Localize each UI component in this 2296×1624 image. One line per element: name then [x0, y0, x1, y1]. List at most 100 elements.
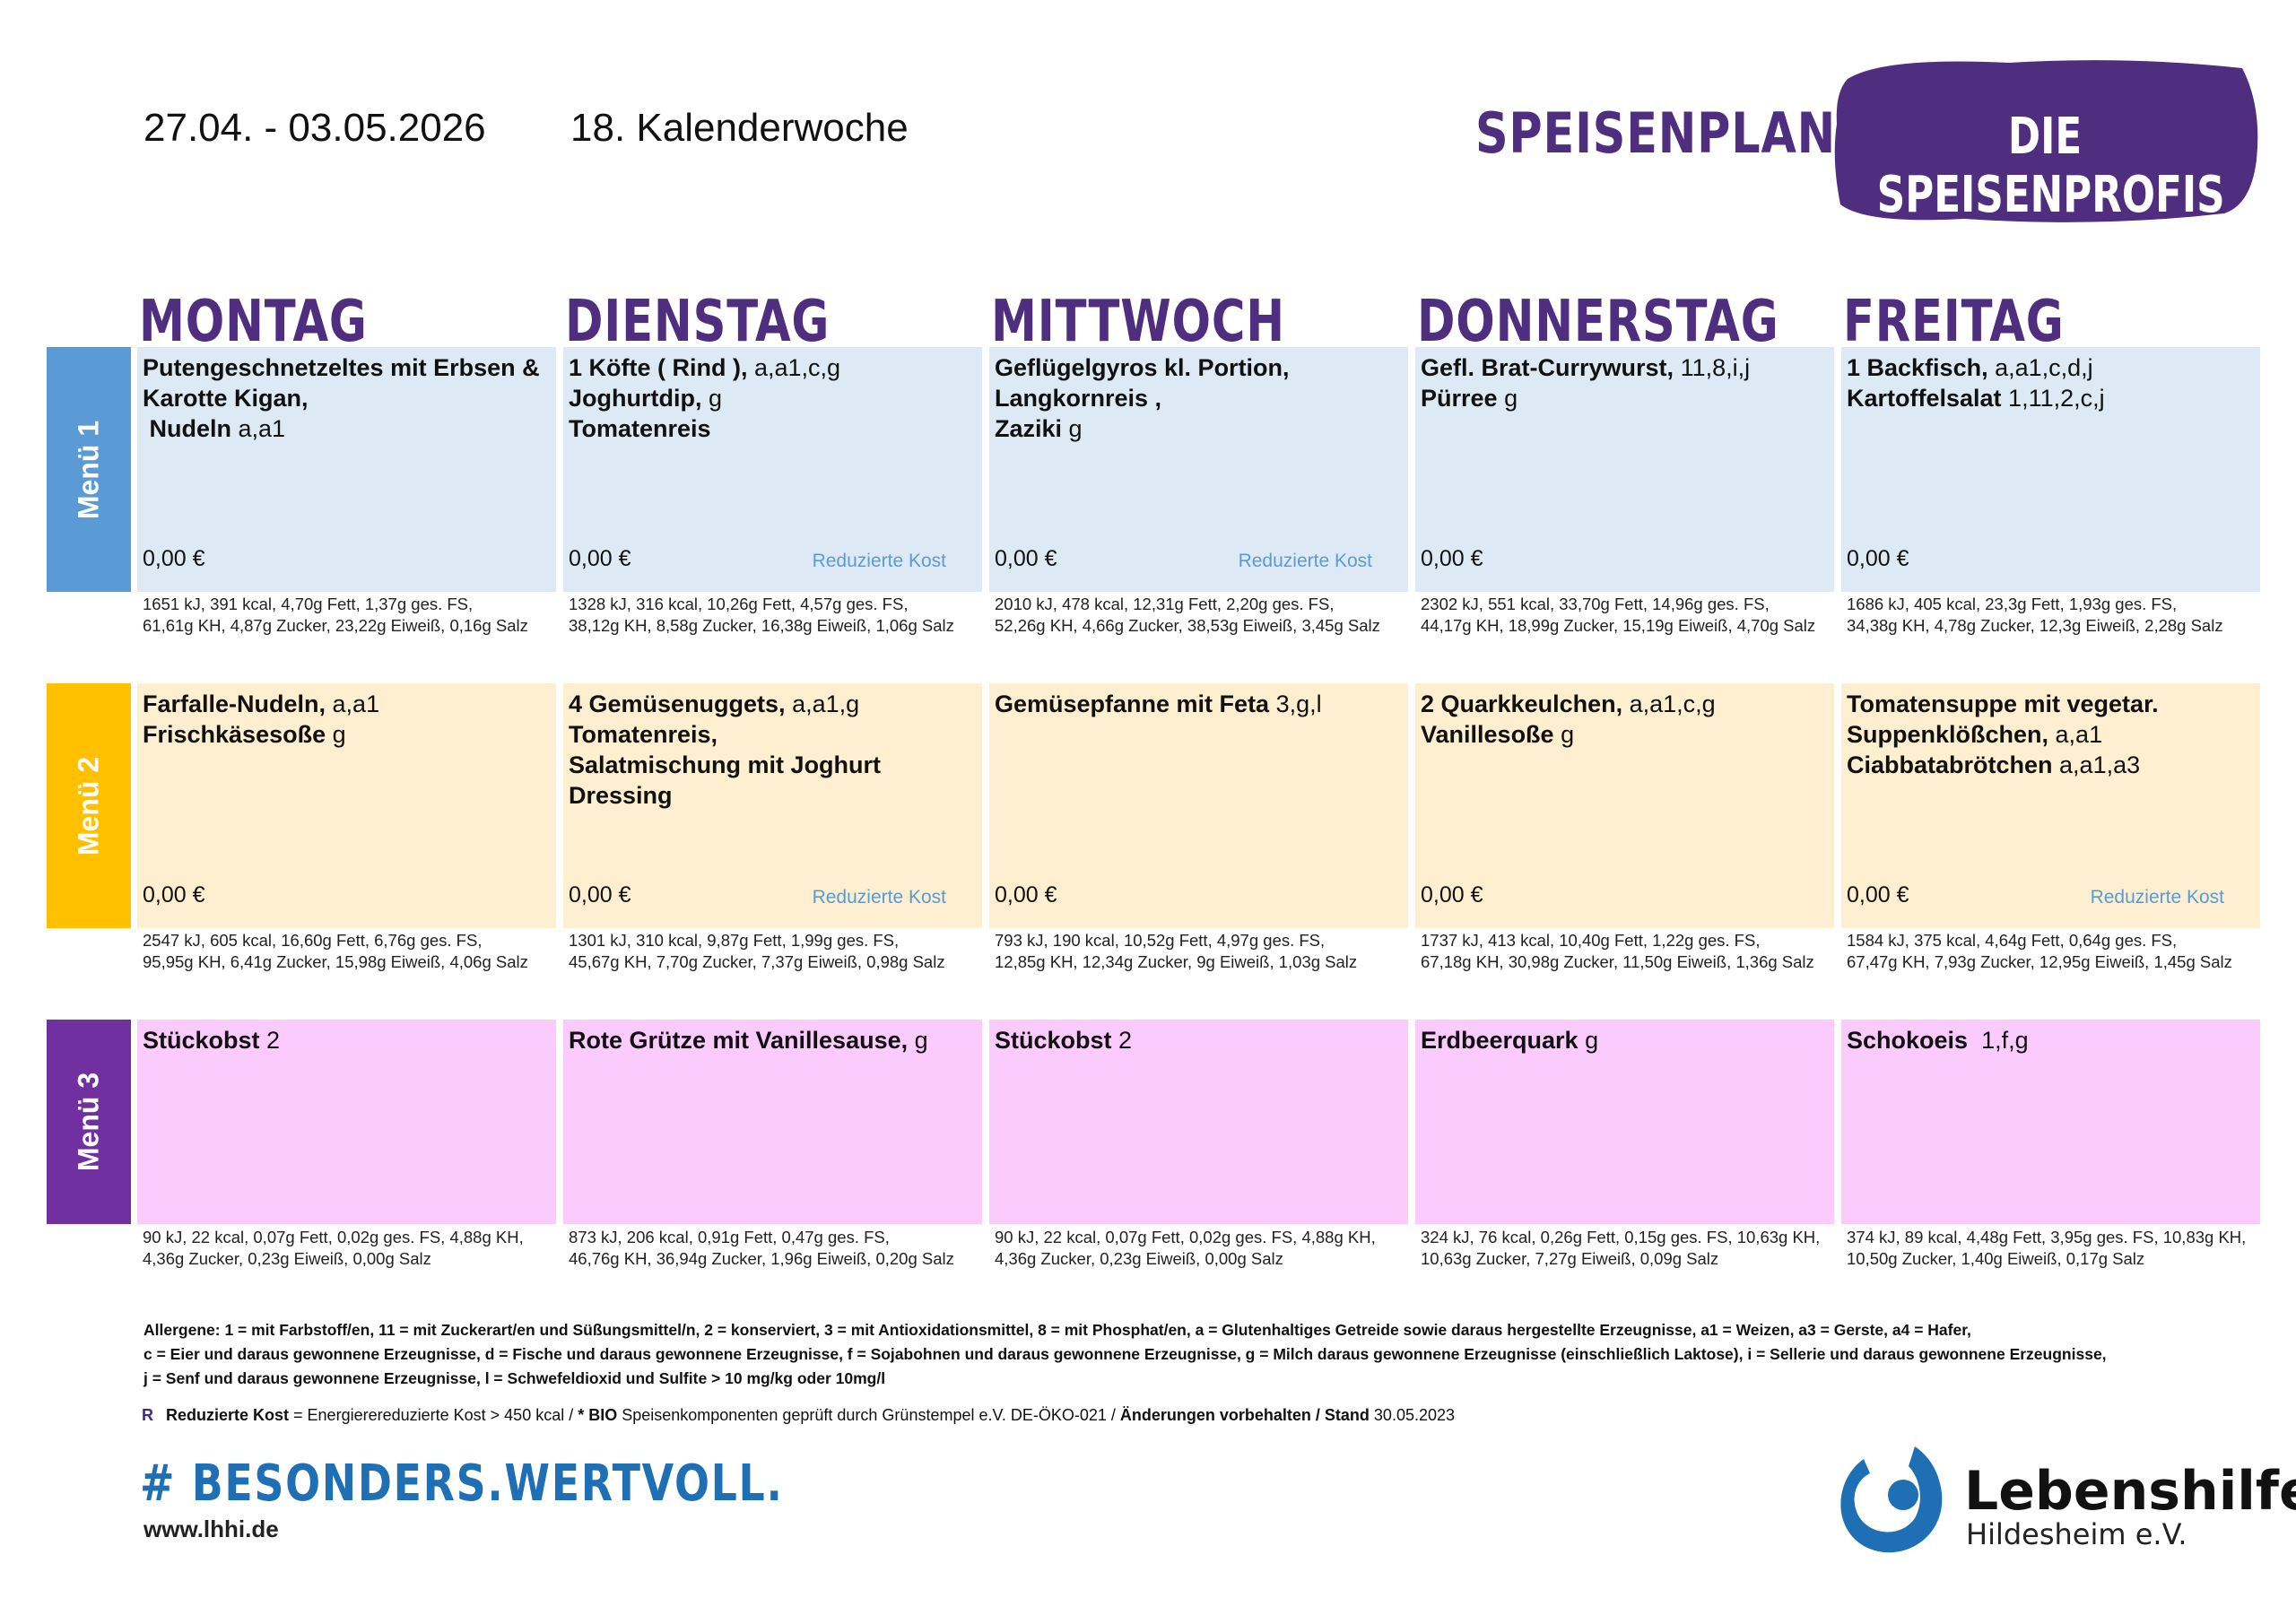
- dish-line: Tomatenreis: [569, 413, 977, 444]
- nutrition-line: 2302 kJ, 551 kcal, 33,70g Fett, 14,96g g…: [1421, 595, 1770, 613]
- dish-name: 2 Quarkkeulchen,: [1421, 690, 1623, 717]
- nutrition-line: 90 kJ, 22 kcal, 0,07g Fett, 0,02g ges. F…: [995, 1228, 1376, 1246]
- allergen-line: Allergene: 1 = mit Farbstoff/en, 11 = mi…: [144, 1321, 1971, 1339]
- nutrition-line: 324 kJ, 76 kcal, 0,26g Fett, 0,15g ges. …: [1421, 1228, 1821, 1246]
- nutrition-info: 2547 kJ, 605 kcal, 16,60g Fett, 6,76g ge…: [137, 930, 559, 973]
- menu-cell[interactable]: Stückobst 2: [989, 1020, 1408, 1224]
- dish-line: Farfalle-Nudeln, a,a1: [143, 689, 551, 719]
- menu-cell[interactable]: Farfalle-Nudeln, a,a1 Frischkäsesoße g 0,0…: [137, 683, 556, 928]
- menu-cell[interactable]: Erdbeerquark g: [1415, 1020, 1834, 1224]
- dish-name: Joghurtdip,: [569, 385, 702, 412]
- menu-cell[interactable]: Stückobst 2: [137, 1020, 556, 1224]
- nutrition-line: 4,36g Zucker, 0,23g Eiweiß, 0,00g Salz: [995, 1249, 1283, 1268]
- menu-cell[interactable]: 4 Gemüsenuggets, a,a1,g Tomatenreis, Salat…: [563, 683, 982, 928]
- dish-line: Putengeschnetzeltes mit Erbsen &: [143, 352, 551, 383]
- nutrition-line: 45,67g KH, 7,70g Zucker, 7,37g Eiweiß, 0…: [569, 952, 945, 971]
- dish-line: Langkornreis ,: [995, 383, 1403, 413]
- dish-name: Kartoffelsalat: [1847, 385, 2002, 412]
- badge-text: DIE SPEISENPROFIS: [1876, 108, 2225, 224]
- nutrition-info: 1651 kJ, 391 kcal, 4,70g Fett, 1,37g ges…: [137, 594, 559, 637]
- allergen-codes: a,a1,c,g: [1622, 690, 1716, 717]
- lebenshilfe-logo: [1830, 1439, 2251, 1560]
- nutrition-info: 873 kJ, 206 kcal, 0,91g Fett, 0,47g ges.…: [563, 1227, 985, 1270]
- menu-cell[interactable]: Tomatensuppe mit vegetar. Suppenklößchen,…: [1841, 683, 2260, 928]
- menu-cell[interactable]: Rote Grütze mit Vanillesause, g: [563, 1020, 982, 1224]
- menu-cell[interactable]: Schokoeis 1,f,g: [1841, 1020, 2260, 1224]
- dish-name: Gefl. Brat-Currywurst,: [1421, 354, 1674, 381]
- dish-name: Nudeln: [143, 415, 232, 442]
- nutrition-line: 95,95g KH, 6,41g Zucker, 15,98g Eiweiß, …: [143, 952, 528, 971]
- price: 0,00 €: [1847, 882, 1909, 908]
- nutrition-info: 1328 kJ, 316 kcal, 10,26g Fett, 4,57g ge…: [563, 594, 985, 637]
- nutrition-info: 2302 kJ, 551 kcal, 33,70g Fett, 14,96g g…: [1415, 594, 1837, 637]
- nutrition-info: 793 kJ, 190 kcal, 10,52g Fett, 4,97g ges…: [989, 930, 1411, 973]
- dish-name: Geflügelgyros kl. Portion,: [995, 354, 1290, 381]
- nutrition-line: 2010 kJ, 478 kcal, 12,31g Fett, 2,20g ge…: [995, 595, 1335, 613]
- nutrition-info: 90 kJ, 22 kcal, 0,07g Fett, 0,02g ges. F…: [989, 1227, 1411, 1270]
- nutrition-line: 4,36g Zucker, 0,23g Eiweiß, 0,00g Salz: [143, 1249, 431, 1268]
- dish-name: 1 Köfte ( Rind ),: [569, 354, 748, 381]
- dish-line: Joghurtdip, g: [569, 383, 977, 413]
- nutrition-line: 44,17g KH, 18,99g Zucker, 15,19g Eiweiß,…: [1421, 616, 1816, 635]
- dish-name: Tomatenreis,: [569, 721, 718, 748]
- allergen-codes: a,a1: [326, 690, 380, 717]
- dish-line: Dressing: [569, 780, 977, 811]
- allergen-codes: a,a1,c,d,j: [1987, 354, 2093, 381]
- dish-name: Tomatensuppe mit vegetar.: [1847, 690, 2159, 717]
- nutrition-line: 873 kJ, 206 kcal, 0,91g Fett, 0,47g ges.…: [569, 1228, 890, 1246]
- nutrition-line: 1737 kJ, 413 kcal, 10,40g Fett, 1,22g ge…: [1421, 931, 1761, 950]
- nutrition-info: 1737 kJ, 413 kcal, 10,40g Fett, 1,22g ge…: [1415, 930, 1837, 973]
- nutrition-line: 52,26g KH, 4,66g Zucker, 38,53g Eiweiß, …: [995, 616, 1380, 635]
- price: 0,00 €: [1421, 546, 1483, 571]
- nutrition-info: 2010 kJ, 478 kcal, 12,31g Fett, 2,20g ge…: [989, 594, 1411, 637]
- menu-cell[interactable]: Gemüsepfanne mit Feta 3,g,l 0,00 €: [989, 683, 1408, 928]
- nutrition-line: 2547 kJ, 605 kcal, 16,60g Fett, 6,76g ge…: [143, 931, 483, 950]
- dish-name: 1 Backfisch,: [1847, 354, 1988, 381]
- menu-cell[interactable]: Geflügelgyros kl. Portion, Langkornreis ,…: [989, 347, 1408, 592]
- allergen-codes: a,a1: [231, 415, 286, 442]
- dish-line: Salatmischung mit Joghurt: [569, 750, 977, 780]
- allergen-codes: a,a1,c,g: [747, 354, 841, 381]
- legend-reduced: Reduzierte Kost: [166, 1406, 290, 1424]
- dish-line: Geflügelgyros kl. Portion,: [995, 352, 1403, 383]
- nutrition-line: 1686 kJ, 405 kcal, 23,3g Fett, 1,93g ges…: [1847, 595, 2178, 613]
- dish-line: Frischkäsesoße g: [143, 719, 551, 750]
- nutrition-line: 10,63g Zucker, 7,27g Eiweiß, 0,09g Salz: [1421, 1249, 1719, 1268]
- dish-name: Erdbeerquark: [1421, 1027, 1578, 1054]
- page-title: SPEISENPLAN: [1475, 100, 1836, 166]
- dish-name: Tomatenreis: [569, 415, 711, 442]
- allergen-line: j = Senf und daraus gewonnene Erzeugniss…: [144, 1369, 886, 1387]
- allergen-codes: a,a1,a3: [2052, 751, 2141, 778]
- nutrition-info: 90 kJ, 22 kcal, 0,07g Fett, 0,02g ges. F…: [137, 1227, 559, 1270]
- dish-line: Tomatenreis,: [569, 719, 977, 750]
- dish-name: Karotte Kigan,: [143, 385, 309, 412]
- allergen-codes: 2: [259, 1027, 281, 1054]
- nutrition-line: 46,76g KH, 36,94g Zucker, 1,96g Eiweiß, …: [569, 1249, 954, 1268]
- menu-cell[interactable]: 2 Quarkkeulchen, a,a1,c,g Vanillesoße g 0,…: [1415, 683, 1834, 928]
- allergen-codes: 11,8,i,j: [1674, 354, 1751, 381]
- dish-name: Dressing: [569, 782, 673, 809]
- menu-2-label: Menü 2: [47, 683, 131, 928]
- price: 0,00 €: [995, 882, 1057, 908]
- dish-line: Zaziki g: [995, 413, 1403, 444]
- nutrition-line: 90 kJ, 22 kcal, 0,07g Fett, 0,02g ges. F…: [143, 1228, 524, 1246]
- menu-cell[interactable]: 1 Backfisch, a,a1,c,d,j Kartoffelsalat 1,…: [1841, 347, 2260, 592]
- allergen-codes: g: [1497, 385, 1518, 412]
- allergen-codes: g: [1578, 1027, 1599, 1054]
- legend-bio-desc: Speisenkomponenten geprüft durch Grünste…: [617, 1406, 1120, 1424]
- website-link[interactable]: www.lhhi.de: [144, 1515, 279, 1542]
- lebenshilfe-symbol-icon: [1840, 1446, 1943, 1553]
- nutrition-line: 1584 kJ, 375 kcal, 4,64g Fett, 0,64g ges…: [1847, 931, 2178, 950]
- menu-cell[interactable]: Putengeschnetzeltes mit Erbsen & Karotte …: [137, 347, 556, 592]
- dish-name: Langkornreis ,: [995, 385, 1162, 412]
- nutrition-info: 1686 kJ, 405 kcal, 23,3g Fett, 1,93g ges…: [1841, 594, 2263, 637]
- dish-name: Vanillesoße: [1421, 721, 1554, 748]
- dish-name: Putengeschnetzeltes mit Erbsen &: [143, 354, 540, 381]
- allergen-codes: g: [326, 721, 346, 748]
- speisenprofis-logo: DIE SPEISENPROFIS: [1830, 52, 2260, 228]
- allergen-line: c = Eier und daraus gewonnene Erzeugniss…: [144, 1345, 2107, 1363]
- nutrition-info: 1301 kJ, 310 kcal, 9,87g Fett, 1,99g ges…: [563, 930, 985, 973]
- allergen-codes: 2: [1111, 1027, 1133, 1054]
